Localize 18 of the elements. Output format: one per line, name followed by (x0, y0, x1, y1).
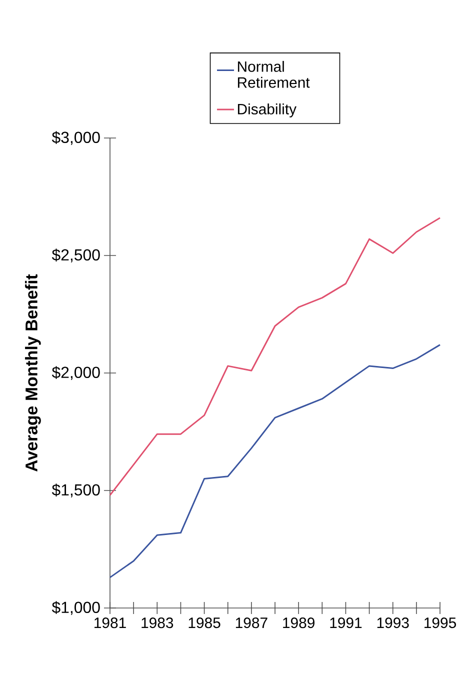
x-tick-label: 1981 (94, 618, 126, 628)
y-axis-title: Average Monthly Benefit (25, 274, 41, 472)
y-tick-label: $3,000 (52, 131, 100, 145)
y-tick-label: $1,500 (52, 484, 100, 498)
x-tick-label: 1991 (330, 618, 362, 628)
y-tick-label: $1,000 (52, 601, 100, 615)
line-series (109, 344, 441, 578)
line-series (109, 217, 441, 496)
y-tick-label: $2,500 (52, 248, 100, 262)
legend-label: Normal Retirement (238, 60, 310, 88)
x-tick-label: 1989 (283, 618, 314, 628)
x-tick-label: 1985 (188, 618, 220, 628)
legend-label: Disability (238, 103, 296, 118)
y-tick-label: $2,000 (52, 366, 100, 380)
x-tick-label: 1983 (142, 618, 174, 628)
x-tick-label: 1993 (377, 618, 409, 628)
x-tick-label: 1995 (424, 618, 456, 628)
x-tick-label: 1987 (236, 618, 268, 628)
